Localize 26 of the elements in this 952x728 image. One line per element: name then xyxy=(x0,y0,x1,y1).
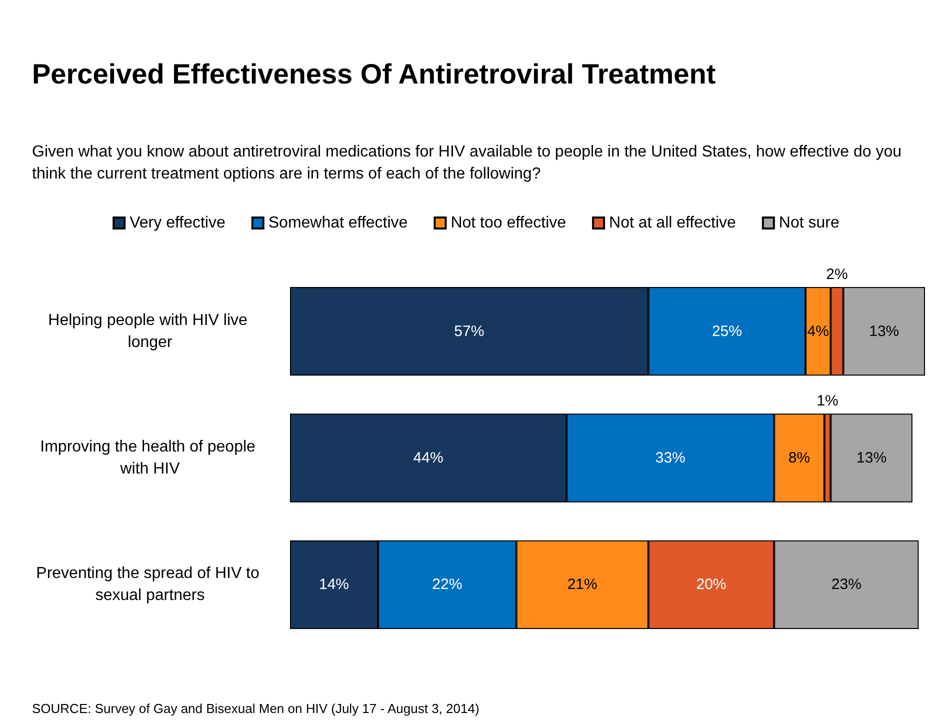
legend-label: Not too effective xyxy=(450,214,566,232)
source-note: SOURCE: Survey of Gay and Bisexual Men on HIV (July 17 - August 3, 2014) xyxy=(32,701,480,716)
data-label: 44% xyxy=(413,450,444,466)
data-label: 2% xyxy=(826,266,848,283)
data-label: 14% xyxy=(318,576,350,594)
data-label: 8% xyxy=(788,450,810,466)
data-label: 13% xyxy=(869,322,900,340)
data-label: 23% xyxy=(831,576,862,594)
legend-label: Very effective xyxy=(130,214,226,232)
y-tick-label: Helping people with HIV live longer xyxy=(48,312,252,351)
data-label: 20% xyxy=(696,576,726,594)
data-label: 57% xyxy=(454,322,484,340)
chart-title: Perceived Effectiveness Of Antiretroviral Treatment xyxy=(32,58,716,90)
data-label: 1% xyxy=(816,392,838,410)
legend-label: Somewhat effective xyxy=(268,214,408,232)
y-tick-label: Improving the health of people with HIV xyxy=(40,438,260,478)
data-label: 13% xyxy=(856,450,887,466)
chart-subtitle: Given what you know about antiretroviral medications for HIV available to people in the United States, how effective do you think the current treatment options are in terms of each of the following? xyxy=(32,144,906,182)
legend-label: Not at all effective xyxy=(609,214,736,232)
legend-label: Not sure xyxy=(778,214,840,232)
data-label: 22% xyxy=(432,576,462,594)
data-label: 25% xyxy=(712,322,742,340)
data-label: 21% xyxy=(567,576,598,594)
data-label: 4% xyxy=(807,322,829,340)
y-tick-label: Preventing the spread of HIV to sexual partners xyxy=(36,565,264,604)
data-label: 33% xyxy=(655,450,686,466)
